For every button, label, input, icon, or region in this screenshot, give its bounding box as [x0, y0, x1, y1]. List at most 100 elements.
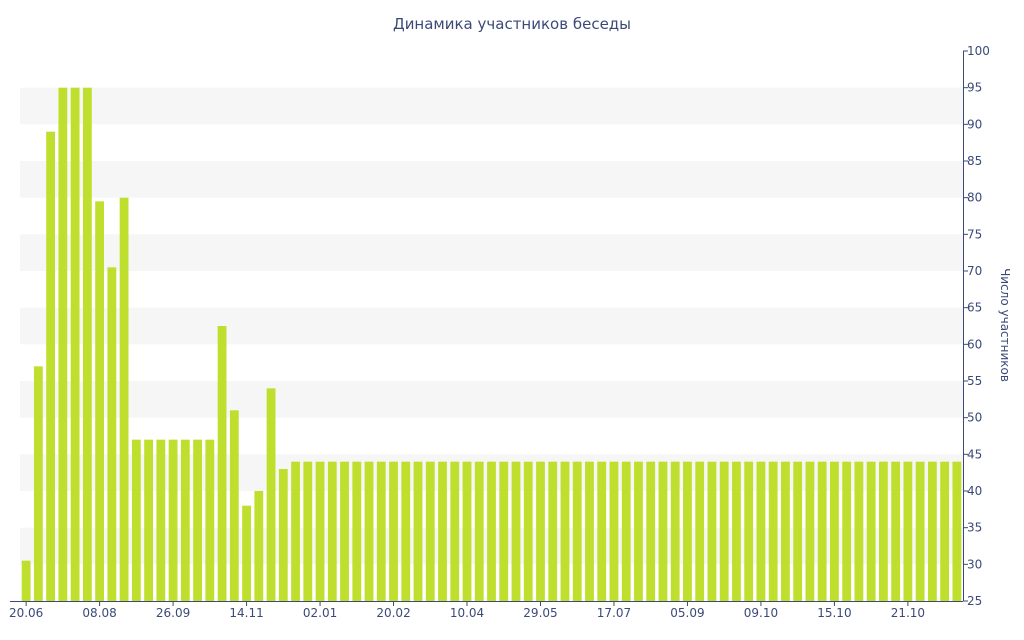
bar[interactable]: [927, 461, 937, 601]
bar[interactable]: [425, 461, 435, 601]
bar[interactable]: [805, 461, 815, 601]
chart-title: Динамика участников беседы: [393, 15, 631, 33]
bar[interactable]: [95, 201, 105, 601]
y-tick-label: 80: [967, 191, 982, 205]
bar[interactable]: [352, 461, 362, 601]
bar[interactable]: [658, 461, 668, 601]
bar[interactable]: [315, 461, 325, 601]
bar[interactable]: [670, 461, 680, 601]
bar[interactable]: [854, 461, 864, 601]
bar[interactable]: [817, 461, 827, 601]
grid-band: [20, 87, 963, 125]
bar[interactable]: [597, 461, 607, 601]
bar[interactable]: [389, 461, 398, 601]
bar[interactable]: [401, 461, 411, 601]
y-tick-label: 45: [967, 447, 982, 461]
x-tick-label: 09.10: [744, 606, 778, 620]
y-tick-label: 25: [967, 594, 982, 608]
bar[interactable]: [768, 461, 778, 601]
bar[interactable]: [278, 469, 288, 601]
x-tick-label: 02.01: [303, 606, 337, 620]
bar[interactable]: [254, 491, 264, 601]
y-tick-label: 60: [967, 337, 982, 351]
bar[interactable]: [634, 461, 643, 601]
bar[interactable]: [499, 461, 509, 601]
bar[interactable]: [327, 461, 337, 601]
bar[interactable]: [413, 461, 423, 601]
bar[interactable]: [364, 461, 374, 601]
bar[interactable]: [33, 366, 43, 601]
x-tick-label: 05.09: [670, 606, 704, 620]
y-tick-label: 95: [967, 81, 982, 95]
bar[interactable]: [866, 461, 876, 601]
bar[interactable]: [732, 461, 741, 601]
bar[interactable]: [217, 326, 227, 601]
bar[interactable]: [548, 461, 558, 601]
bar[interactable]: [756, 461, 766, 601]
bar[interactable]: [585, 461, 594, 601]
bar[interactable]: [46, 131, 56, 602]
bar[interactable]: [523, 461, 533, 601]
grid-band: [20, 161, 963, 198]
bar[interactable]: [621, 461, 631, 601]
bar[interactable]: [229, 410, 239, 601]
bar[interactable]: [842, 461, 852, 601]
bar[interactable]: [536, 461, 545, 601]
bar[interactable]: [891, 461, 901, 601]
bar[interactable]: [450, 461, 460, 601]
bar[interactable]: [462, 461, 472, 601]
bar[interactable]: [707, 461, 717, 601]
bar[interactable]: [438, 461, 447, 601]
bar[interactable]: [572, 461, 582, 601]
y-tick-label: 50: [967, 411, 982, 425]
bar[interactable]: [107, 267, 117, 601]
bar[interactable]: [376, 461, 386, 601]
bar[interactable]: [560, 461, 570, 601]
bar[interactable]: [878, 461, 888, 601]
bar[interactable]: [744, 461, 754, 601]
bar[interactable]: [70, 87, 80, 602]
bar[interactable]: [131, 439, 141, 601]
bar[interactable]: [940, 461, 950, 601]
bar[interactable]: [487, 461, 496, 601]
bar[interactable]: [903, 461, 913, 601]
bar[interactable]: [915, 461, 925, 601]
y-tick-label: 70: [967, 264, 982, 278]
grid-band: [20, 307, 963, 345]
bar[interactable]: [180, 439, 190, 601]
bar[interactable]: [474, 461, 484, 601]
bar[interactable]: [781, 461, 790, 601]
bar[interactable]: [242, 505, 251, 601]
bar[interactable]: [303, 461, 313, 601]
bar[interactable]: [646, 461, 656, 601]
bar[interactable]: [266, 388, 276, 601]
bar[interactable]: [21, 560, 31, 601]
bar[interactable]: [683, 461, 692, 601]
bar[interactable]: [82, 87, 92, 602]
bar[interactable]: [609, 461, 619, 601]
bar[interactable]: [58, 87, 68, 602]
bar[interactable]: [156, 439, 166, 601]
bar[interactable]: [205, 439, 215, 601]
bar[interactable]: [144, 439, 153, 601]
y-tick-label: 90: [967, 117, 982, 131]
x-tick-label: 10.04: [450, 606, 484, 620]
bar[interactable]: [952, 461, 962, 601]
x-tick-label: 14.11: [229, 606, 263, 620]
bar[interactable]: [793, 461, 803, 601]
bar[interactable]: [193, 439, 202, 601]
x-tick-label: 29.05: [523, 606, 557, 620]
y-axis-label: Число участников: [998, 268, 1012, 382]
x-tick-label: 26.09: [156, 606, 190, 620]
bar[interactable]: [830, 461, 839, 601]
bar[interactable]: [291, 461, 300, 601]
y-tick-label: 65: [967, 301, 982, 315]
bar[interactable]: [340, 461, 349, 601]
bar[interactable]: [695, 461, 705, 601]
bar[interactable]: [119, 197, 129, 602]
y-tick-label: 30: [967, 557, 982, 571]
bar[interactable]: [719, 461, 729, 601]
grid-band: [20, 381, 963, 418]
bar[interactable]: [511, 461, 521, 601]
bar[interactable]: [168, 439, 178, 601]
